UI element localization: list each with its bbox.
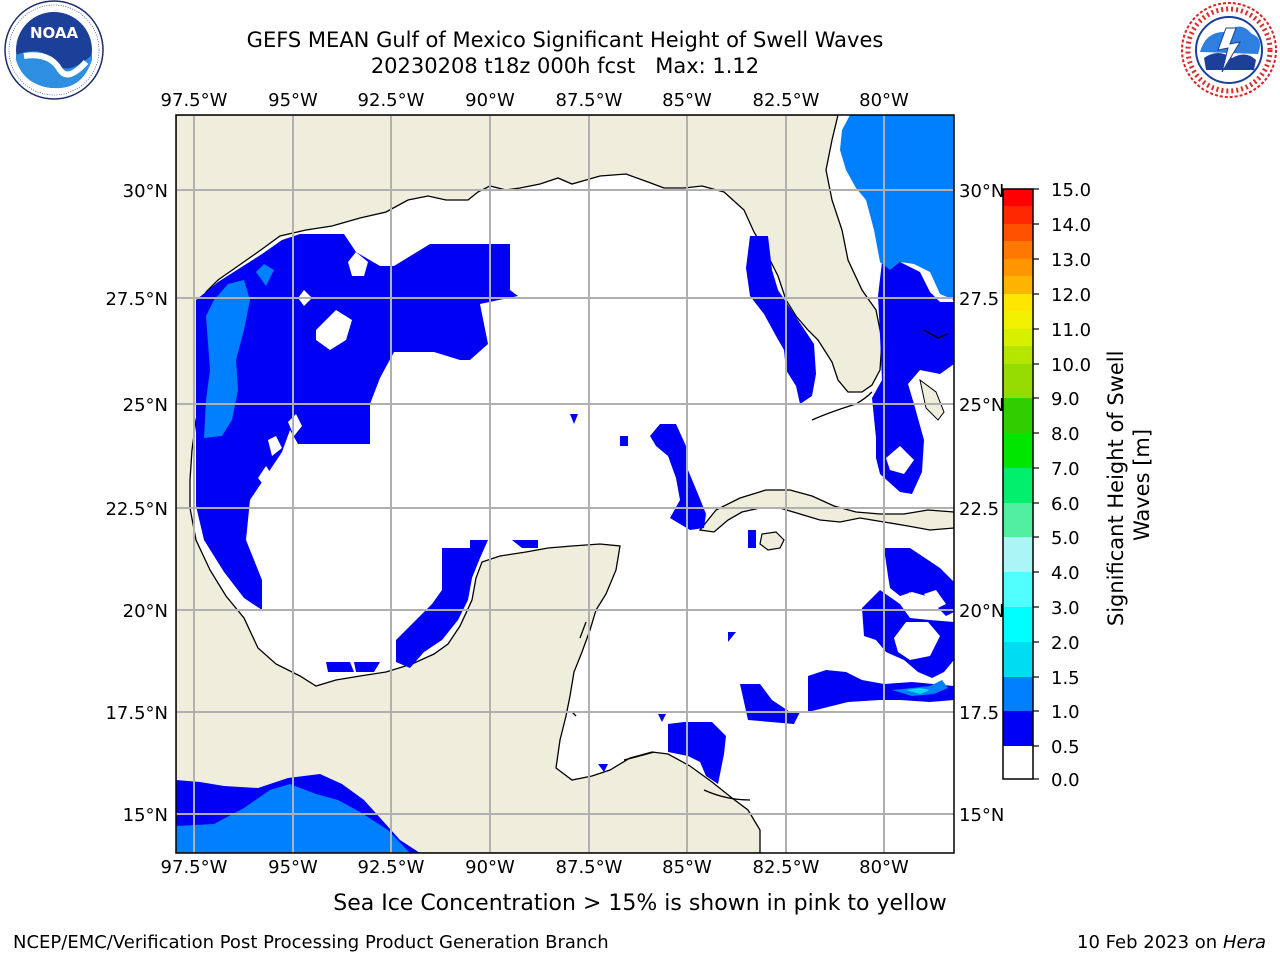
graticule [176,115,954,853]
lat-left-4: 20°N [123,601,168,622]
lon-bottom-4: 87.5°W [556,857,623,878]
lon-bottom-0: 97.5°W [161,857,228,878]
lat-right-2: 25°N [959,395,1004,416]
colorbar-label: Significant Height of Swell Waves [m] [1104,344,1154,626]
colorbar-band [1003,329,1033,346]
colorbar-band [1003,241,1033,259]
colorbar-band [1003,433,1033,468]
land-isle-of-youth [759,531,785,551]
lon-bottom-6: 82.5°W [753,857,820,878]
colorbar-band [1003,364,1033,398]
colorbar-band [1003,677,1033,711]
colorbar-band [1003,572,1033,607]
nws-logo-icon [1181,2,1277,98]
colorbar-band [1003,206,1033,224]
swell-gaps [258,252,946,660]
lon-top-6: 82.5°W [753,90,820,111]
colorbar-tick-label: 13.0 [1051,250,1091,271]
lat-left-5: 17.5°N [105,703,168,724]
lat-right-1: 27.5 [959,289,999,310]
footer-date: 10 Feb 2023 on Hera [1077,932,1266,953]
footer-credit: NCEP/EMC/Verification Post Processing Pr… [13,932,609,953]
colorbar-tick-label: 2.0 [1051,633,1080,654]
colorbar-band [1003,346,1033,364]
colorbar-tick-label: 5.0 [1051,528,1080,549]
lon-top-5: 85°W [662,90,712,111]
colorbar-tick-label: 4.0 [1051,563,1080,584]
footer-machine: Hera [1222,932,1266,953]
lat-left-0: 30°N [123,181,168,202]
lon-top-7: 80°W [859,90,909,111]
lon-bottom-7: 80°W [859,857,909,878]
lat-left-3: 22.5°N [105,499,168,520]
lon-top-3: 90°W [465,90,515,111]
swell-1.0-1.5m [906,688,930,694]
colorbar-tick-label: 10.0 [1051,355,1091,376]
colorbar-band [1003,711,1033,746]
colorbar-band [1003,224,1033,241]
sea-ice-note-text: Sea Ice Concentration > 15% is shown in … [333,891,947,916]
lat-left-6: 15°N [123,805,168,826]
title-line-2: 20230208 t18z 000h fcst Max: 1.12 [370,54,760,78]
lat-labels-right: 30°N 27.5 25°N 22.5 20°N 17.5 15°N [959,181,1004,826]
colorbar-band [1003,189,1033,206]
colorbar-tick-label: 11.0 [1051,320,1091,341]
colorbar-band [1003,294,1033,311]
colorbar-ticks: 15.0 14.0 13.0 12.0 11.0 10.0 9.0 8.0 7.0 6.0 5.0 4… [1033,180,1091,791]
colorbar-tick-label: 12.0 [1051,285,1091,306]
colorbar-band [1003,537,1033,572]
lon-labels-bottom: 97.5°W 95°W 92.5°W 90°W 87.5°W 85°W 82.5… [161,857,909,878]
lon-top-1: 95°W [268,90,318,111]
map-frame [175,114,955,854]
lat-right-0: 30°N [959,181,1004,202]
colorbar-band [1003,311,1033,329]
noaa-logo-icon: NOAA [4,0,104,100]
colorbar-tick-label: 8.0 [1051,424,1080,445]
colorbar-band [1003,607,1033,642]
colorbar-tick-label: 6.0 [1051,494,1080,515]
colorbar-tick-label: 14.0 [1051,215,1091,236]
colorbar-band [1003,259,1033,276]
lon-labels-top: 97.5°W 95°W 92.5°W 90°W 87.5°W 85°W 82.5… [161,90,909,111]
lat-left-2: 25°N [123,395,168,416]
lon-bottom-5: 85°W [662,857,712,878]
colorbar-tick-label: 15.0 [1051,180,1091,201]
colorbar-band [1003,642,1033,677]
colorbar-tick-label: 1.0 [1051,702,1080,723]
colorbar-tick-label: 1.5 [1051,668,1080,689]
lon-top-2: 92.5°W [358,90,425,111]
svg-text:NOAA: NOAA [30,24,79,42]
colorbar-tick-label: 0.5 [1051,737,1080,758]
colorbar-tick-label: 0.0 [1051,770,1080,791]
lon-bottom-3: 90°W [465,857,515,878]
lat-right-5: 17.5 [959,703,999,724]
lat-labels-left: 30°N 27.5°N 25°N 22.5°N 20°N 17.5°N 15°N [105,181,168,826]
colorbar-band [1003,398,1033,433]
chart-title: GEFS MEAN Gulf of Mexico Significant Hei… [140,27,990,79]
colorbar-band [1003,503,1033,537]
sea-ice-note: Sea Ice Concentration > 15% is shown in … [0,891,1280,916]
lon-bottom-2: 92.5°W [358,857,425,878]
colorbar [1002,188,1034,780]
lon-bottom-1: 95°W [268,857,318,878]
lat-right-4: 20°N [959,601,1004,622]
lat-right-3: 22.5 [959,499,999,520]
colorbar-band [1003,468,1033,503]
colorbar-tick-label: 7.0 [1051,459,1080,480]
lon-top-4: 87.5°W [556,90,623,111]
lat-left-1: 27.5°N [105,289,168,310]
colorbar-frame [1002,188,1034,780]
colorbar-band [1003,276,1033,294]
title-line-1: GEFS MEAN Gulf of Mexico Significant Hei… [246,28,884,52]
footer-date-text: 10 Feb 2023 on [1077,932,1218,953]
lat-right-6: 15°N [959,805,1004,826]
colorbar-tick-label: 3.0 [1051,598,1080,619]
lon-top-0: 97.5°W [161,90,228,111]
colorbar-tick-label: 9.0 [1051,389,1080,410]
